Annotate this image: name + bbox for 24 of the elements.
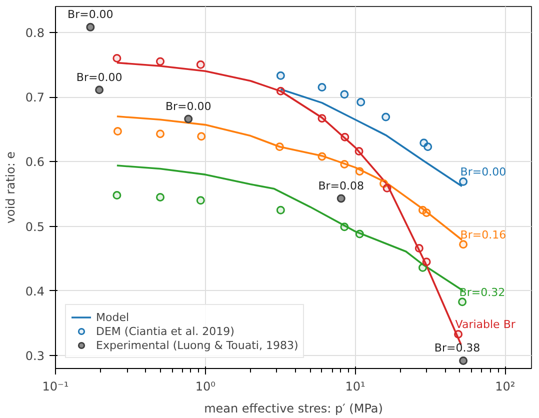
annotation: Br=0.08: [318, 179, 364, 192]
annotation: Br=0.38: [434, 342, 480, 355]
annotation: Br=0.16: [460, 228, 506, 242]
legend-label: DEM (Ciantia et al. 2019): [96, 324, 234, 338]
y-axis-title: void ratio: e: [3, 151, 18, 224]
y-tick-label: 0.8: [25, 26, 45, 40]
y-tick-label: 0.7: [25, 90, 45, 104]
annotation: Br=0.00: [165, 100, 212, 113]
annotation: Br=0.00: [460, 166, 506, 179]
x-tick-label: 10¹: [345, 380, 366, 394]
annotation: Br=0.00: [68, 8, 114, 22]
annotation: Variable Br: [455, 318, 516, 332]
y-tick-label: 0.4: [25, 284, 45, 298]
x-tick-label: 10⁰: [195, 380, 216, 394]
x-tick-label: 10²: [495, 380, 516, 394]
x-tick-label: 10⁻¹: [42, 380, 69, 394]
y-tick-label: 0.6: [25, 155, 45, 170]
annotation: Br=0.32: [459, 286, 506, 299]
y-tick-label: 0.5: [25, 220, 45, 234]
legend-label: Model: [96, 310, 130, 324]
x-axis-title: mean effective stres: p′ (MPa): [204, 402, 383, 416]
y-tick-label: 0.3: [25, 349, 45, 364]
legend-label: Experimental (Luong & Touati, 1983): [96, 338, 298, 352]
annotation: Br=0.00: [76, 70, 122, 84]
